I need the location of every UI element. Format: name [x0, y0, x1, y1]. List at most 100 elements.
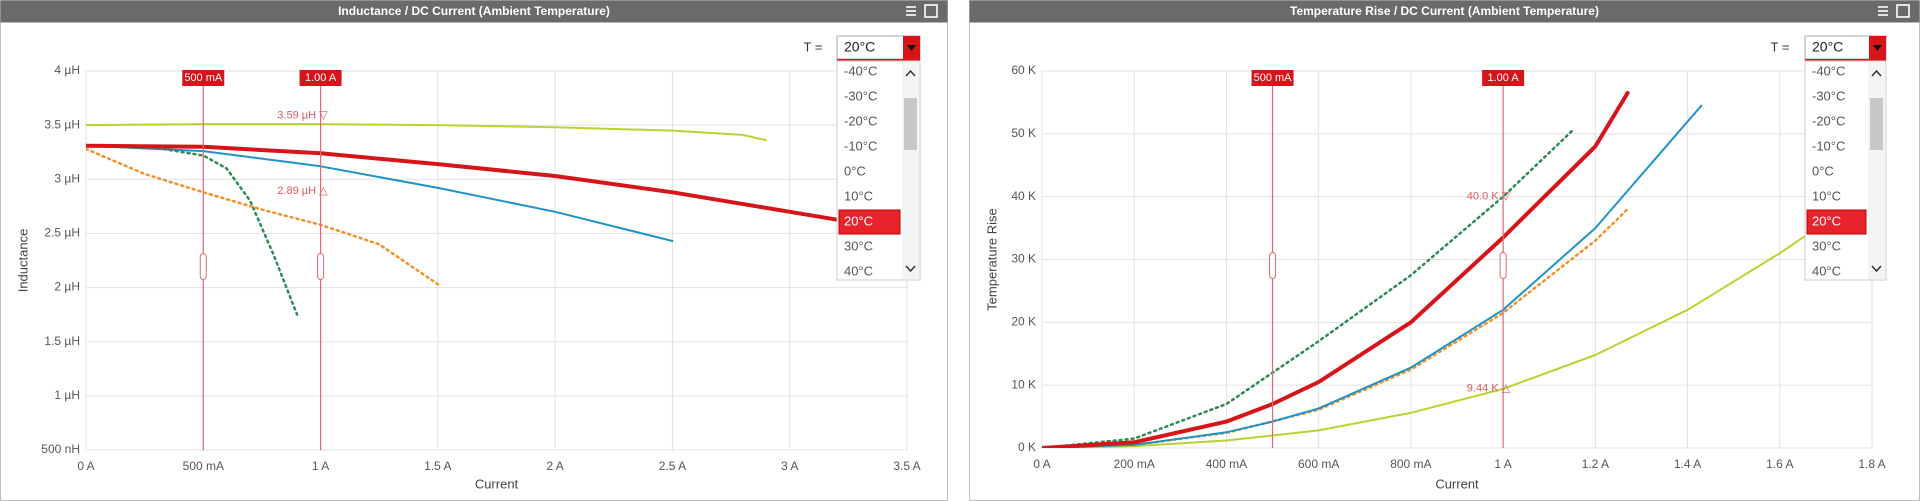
scrollbar-track — [1868, 62, 1885, 279]
option-highlight — [1806, 209, 1867, 235]
dropdown-option[interactable]: -30°C — [844, 88, 877, 103]
marker-handle[interactable] — [1499, 252, 1507, 279]
x-tick-label: 2.5 A — [659, 459, 686, 473]
dropdown-option[interactable]: 30°C — [844, 238, 873, 253]
x-axis-title: Current — [475, 476, 519, 491]
marker-label: 1.00 A — [305, 72, 337, 84]
y-tick-label: 3.5 µH — [44, 117, 80, 131]
series-line — [1042, 220, 1827, 448]
dropdown-option[interactable]: -20°C — [1812, 113, 1845, 128]
scroll-up[interactable] — [905, 69, 916, 77]
marker-label: 500 mA — [184, 72, 223, 84]
dropdown-option[interactable]: 20°C — [1812, 213, 1841, 228]
dropdown-option[interactable]: -40°C — [1812, 63, 1845, 78]
marker-label-bg — [1251, 70, 1294, 86]
dropdown-option[interactable]: -10°C — [1812, 138, 1845, 153]
annotation: 2.89 µH △ — [277, 185, 328, 197]
series-line — [86, 147, 440, 286]
y-tick-label: 30 K — [1011, 252, 1036, 266]
y-tick-label: 0 K — [1018, 440, 1036, 454]
series-line — [86, 123, 768, 142]
y-tick-label: 20 K — [1011, 315, 1036, 329]
dropdown-option[interactable]: 40°C — [1812, 263, 1841, 278]
plot-lines — [1042, 91, 1827, 448]
dropdown-option[interactable]: -40°C — [844, 63, 877, 78]
title-bar — [0, 0, 948, 23]
x-tick-label: 200 mA — [1114, 457, 1155, 471]
option-highlight — [838, 209, 901, 235]
x-tick-label: 1.8 A — [1858, 457, 1885, 471]
annotation: 40.0 K ▽ — [1467, 191, 1511, 203]
dropdown-selected: 20°C — [1812, 39, 1843, 55]
y-tick-label: 40 K — [1011, 189, 1036, 203]
y-tick-label: 50 K — [1011, 126, 1036, 140]
maximize-icon[interactable] — [1896, 4, 1910, 18]
marker-label-bg — [182, 70, 225, 86]
y-axis-title: Temperature Rise — [984, 208, 999, 311]
annotation: 9.44 K △ — [1467, 383, 1511, 395]
scroll-down[interactable] — [1871, 265, 1882, 273]
y-tick-label: 10 K — [1011, 377, 1036, 391]
y-tick-label: 3 µH — [54, 171, 80, 185]
dropdown-option[interactable]: 10°C — [844, 188, 873, 203]
marker-label: 500 mA — [1254, 72, 1293, 84]
y-tick-label: 60 K — [1011, 63, 1036, 77]
x-axis-title: Current — [1435, 476, 1479, 491]
x-tick-label: 1 A — [312, 459, 329, 473]
dropdown-option[interactable]: 40°C — [844, 263, 873, 278]
dropdown-label: T = — [1771, 39, 1790, 54]
dropdown-option[interactable]: 30°C — [1812, 238, 1841, 253]
x-tick-label: 3.5 A — [893, 459, 920, 473]
x-tick-label: 3 A — [781, 459, 798, 473]
series-line — [86, 143, 907, 234]
marker-handle[interactable] — [1269, 252, 1277, 279]
x-tick-label: 1.5 A — [424, 459, 451, 473]
y-tick-label: 2 µH — [54, 280, 80, 294]
dropdown-option[interactable]: 0°C — [1812, 163, 1834, 178]
dropdown-option[interactable]: -10°C — [844, 138, 877, 153]
scroll-down[interactable] — [905, 265, 916, 273]
scroll-up[interactable] — [1871, 69, 1882, 77]
series-line — [1042, 104, 1703, 448]
y-tick-label: 500 nH — [41, 442, 80, 456]
annotation: 3.59 µH ▽ — [277, 109, 328, 121]
scrollbar-thumb[interactable] — [1870, 98, 1883, 150]
dropdown-option[interactable]: 20°C — [844, 213, 873, 228]
x-tick-label: 1 A — [1494, 457, 1511, 471]
scrollbar-thumb[interactable] — [904, 98, 917, 150]
plot-area — [85, 70, 908, 451]
series-line — [86, 144, 299, 316]
x-tick-label: 1.2 A — [1582, 457, 1609, 471]
title-bar — [969, 0, 1920, 23]
marker-label-bg — [1482, 70, 1525, 86]
plot-lines — [86, 123, 907, 316]
x-tick-label: 0 A — [1033, 457, 1050, 471]
dropdown-options: -40°C -30°C -20°C -10°C 0°C 10°C 20°C 30°C 40°C — [838, 63, 901, 278]
marker-handle[interactable] — [317, 253, 325, 280]
series-line — [86, 144, 674, 242]
dropdown-arrow — [1873, 45, 1882, 51]
x-tick-label: 800 mA — [1390, 457, 1431, 471]
dropdown-label: T = — [804, 39, 823, 54]
dropdown-option[interactable]: 0°C — [844, 163, 866, 178]
x-tick-label: 1.4 A — [1674, 457, 1701, 471]
maximize-icon[interactable] — [924, 4, 938, 18]
dropdown-selected: 20°C — [844, 39, 875, 55]
x-tick-label: 600 mA — [1298, 457, 1339, 471]
y-tick-label: 2.5 µH — [44, 226, 80, 240]
x-tick-label: 500 mA — [183, 459, 224, 473]
marker-handle[interactable] — [199, 253, 207, 280]
x-tick-label: 1.6 A — [1766, 457, 1793, 471]
panel-title: Temperature Rise / DC Current (Ambient T… — [1290, 4, 1599, 18]
dropdown-option[interactable]: -30°C — [1812, 88, 1845, 103]
series-line — [1042, 91, 1630, 448]
dropdown-arrow — [907, 45, 916, 51]
panel-title: Inductance / DC Current (Ambient Tempera… — [338, 4, 610, 18]
x-tick-label: 400 mA — [1206, 457, 1247, 471]
x-tick-label: 0 A — [77, 459, 94, 473]
dropdown-option[interactable]: -20°C — [844, 113, 877, 128]
dropdown-option[interactable]: 10°C — [1812, 188, 1841, 203]
y-tick-label: 1 µH — [54, 388, 80, 402]
